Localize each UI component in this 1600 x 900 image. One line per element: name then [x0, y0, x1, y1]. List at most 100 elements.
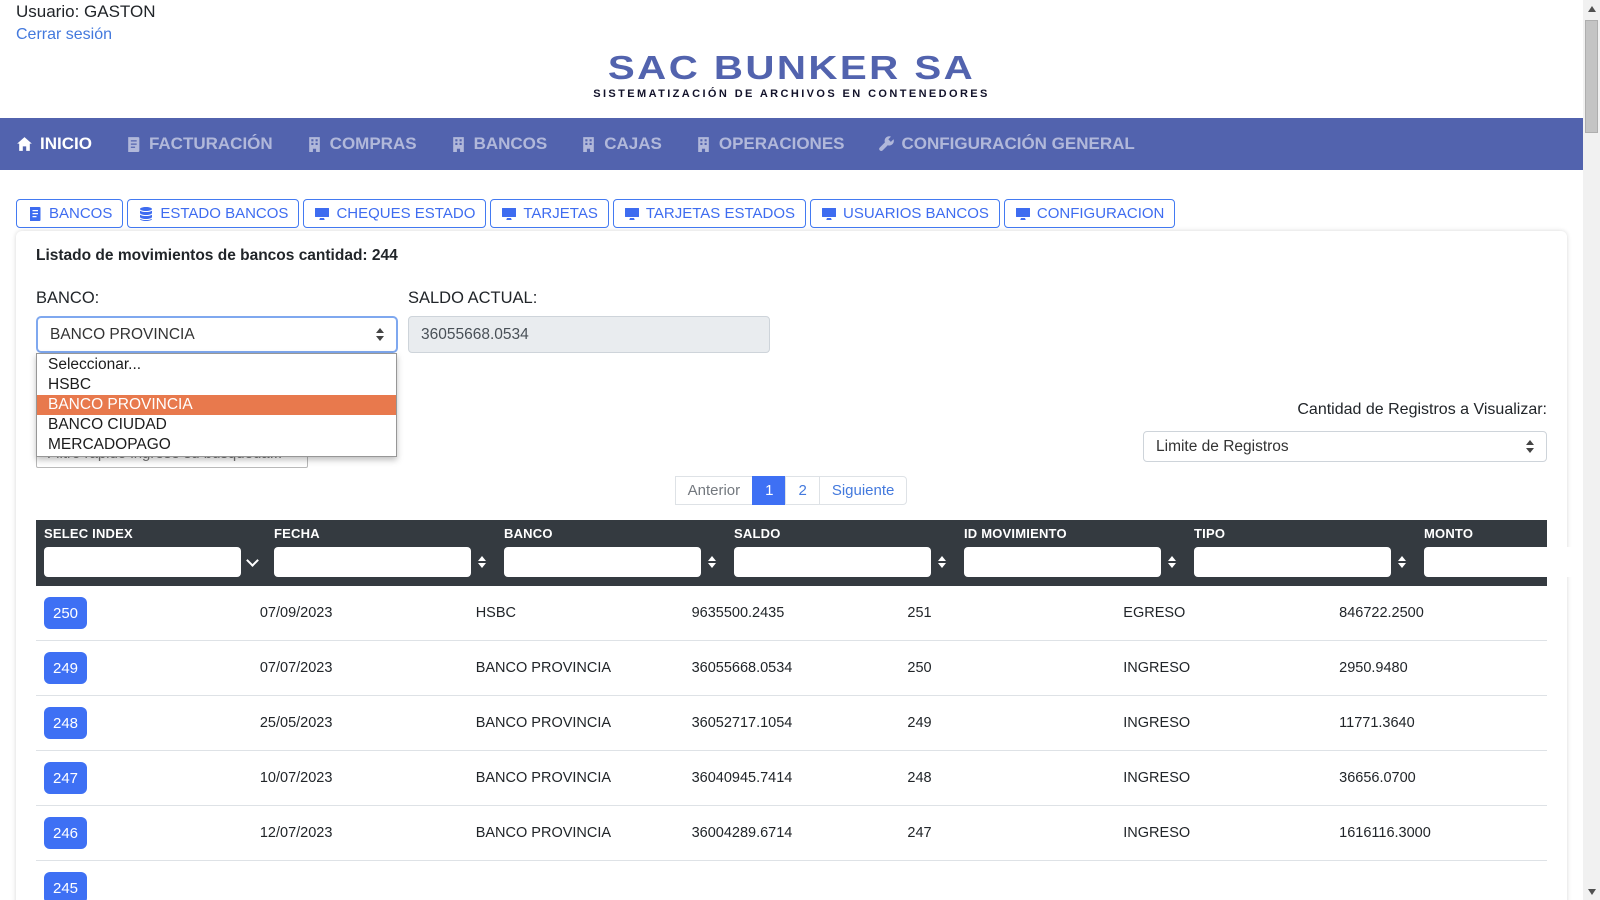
row-index-button[interactable]: 246 [44, 817, 87, 849]
logout-link[interactable]: Cerrar sesión [16, 26, 113, 43]
nav-item-label: CAJAS [604, 134, 662, 153]
home-icon [16, 136, 33, 153]
building-icon [306, 136, 323, 153]
bank-dropdown-option[interactable]: BANCO CIUDAD [48, 416, 167, 433]
bank-dropdown-option[interactable]: MERCADOPAGO [48, 436, 171, 453]
column-filter-wrap [1424, 547, 1600, 577]
row-index-button[interactable]: 249 [44, 652, 87, 684]
desktop-icon [501, 206, 517, 222]
cell-id-movimiento: 251 [907, 605, 932, 621]
pagination-item[interactable]: 1 [752, 476, 787, 505]
sort-caret-icon[interactable] [1396, 556, 1408, 568]
bank-dropdown-option[interactable]: BANCO PROVINCIA [37, 395, 396, 415]
desktop-icon [624, 206, 640, 222]
top-header: Usuario: GASTON Cerrar sesión SAC BUNKER… [0, 0, 1583, 118]
building-icon [450, 136, 467, 153]
balance-field [408, 316, 770, 353]
sort-caret-icon[interactable] [246, 559, 258, 565]
column-filter-input[interactable] [1194, 547, 1391, 577]
scroll-up-icon[interactable] [1583, 0, 1600, 17]
column-label: FECHA [274, 526, 320, 541]
bank-select[interactable]: BANCO PROVINCIA [36, 316, 398, 353]
limit-select-value: Limite de Registros [1156, 437, 1289, 455]
column-filter-input[interactable] [1424, 547, 1600, 577]
subnav-button[interactable]: BANCOS [16, 199, 124, 228]
column-filter-input[interactable] [504, 547, 701, 577]
row-index-button[interactable]: 247 [44, 762, 87, 794]
subnav-button[interactable]: CHEQUES ESTADO [303, 199, 487, 228]
bank-dropdown-option[interactable]: HSBC [48, 376, 92, 393]
column-filter-input[interactable] [274, 547, 471, 577]
nav-item[interactable]: COMPRAS [306, 134, 417, 154]
scroll-down-icon[interactable] [1583, 883, 1600, 900]
nav-item[interactable]: BANCOS [450, 134, 547, 154]
column-filter-input[interactable] [44, 547, 241, 577]
nav-item[interactable]: INICIO [16, 134, 92, 154]
pagination-item[interactable]: 2 [785, 476, 820, 505]
pagination-item[interactable]: Anterior [674, 476, 754, 505]
bank-select-group: BANCO: BANCO PROVINCIA [36, 289, 398, 353]
scrollbar-thumb[interactable] [1585, 20, 1598, 133]
records-to-show-label: Cantidad de Registros a Visualizar: [1297, 401, 1547, 418]
pagination-item[interactable]: Siguiente [818, 476, 908, 505]
nav-item-label: OPERACIONES [718, 134, 845, 153]
select-caret-icon [376, 328, 384, 341]
table-header-cell: SALDO [726, 526, 956, 577]
nav-item-label: FACTURACIÓN [148, 134, 273, 153]
cell-monto: 846722.2500 [1339, 605, 1424, 621]
subnav-button[interactable]: USUARIOS BANCOS [810, 199, 1000, 228]
cell-fecha: 10/07/2023 [259, 770, 333, 786]
cell-tipo: INGRESO [1123, 715, 1191, 731]
subnav-button-label: BANCOS [49, 205, 113, 222]
list-heading: Listado de movimientos de bancos cantida… [36, 247, 398, 264]
table-header-cell: MONTO [1416, 526, 1600, 577]
cell-selec-index: 250 [36, 597, 252, 629]
cell-fecha: 07/07/2023 [259, 660, 333, 676]
subnav-button[interactable]: ESTADO BANCOS [127, 199, 300, 228]
vertical-scrollbar[interactable] [1583, 0, 1600, 900]
subnav-button-label: TARJETAS [523, 205, 598, 222]
row-index-button[interactable]: 245 [44, 872, 87, 900]
row-index-button[interactable]: 248 [44, 707, 87, 739]
bank-label: BANCO: [36, 289, 100, 307]
movements-table: SELEC INDEX FECHA [36, 520, 1600, 900]
movements-panel: Listado de movimientos de bancos cantida… [16, 231, 1600, 900]
column-filter-input[interactable] [734, 547, 931, 577]
nav-item[interactable]: FACTURACIÓN [125, 134, 273, 154]
nav-item-label: INICIO [40, 134, 92, 153]
column-label: SELEC INDEX [44, 526, 133, 541]
subnav-button-label: CHEQUES ESTADO [336, 205, 476, 222]
subnav-toolbar: BANCOS ESTADO BANCOS CHEQUES ESTADO TARJ… [16, 199, 1567, 228]
sort-caret-icon[interactable] [1166, 556, 1178, 568]
subnav-button[interactable]: TARJETAS [490, 199, 609, 228]
desktop-icon [1015, 206, 1031, 222]
wrench-icon [878, 135, 895, 153]
subnav-button[interactable]: CONFIGURACION [1003, 199, 1176, 228]
nav-item[interactable]: OPERACIONES [695, 134, 845, 154]
nav-item[interactable]: CAJAS [580, 134, 662, 154]
brand-logo-title: SAC BUNKER SA [607, 49, 976, 86]
bank-dropdown-option[interactable]: Seleccionar... [48, 356, 142, 373]
bank-dropdown-list: Seleccionar... HSBC BANCO PROVINCIA BANC… [36, 353, 397, 457]
sort-caret-icon[interactable] [476, 556, 488, 568]
column-filter-input[interactable] [964, 547, 1161, 577]
cell-tipo: EGRESO [1123, 605, 1186, 621]
nav-item[interactable]: CONFIGURACIÓN GENERAL [878, 134, 1135, 154]
cell-banco: HSBC [475, 605, 516, 621]
cell-selec-index: 248 [36, 707, 252, 739]
row-index-button[interactable]: 250 [44, 597, 87, 629]
limit-select[interactable]: Limite de Registros [1143, 431, 1547, 462]
subnav-button-label: TARJETAS ESTADOS [645, 205, 796, 222]
cell-monto: 2950.9480 [1339, 660, 1408, 676]
bank-form-row: BANCO: BANCO PROVINCIA SALDO ACTUAL: [36, 289, 1547, 353]
sort-caret-icon[interactable] [706, 556, 718, 568]
select-caret-icon [1526, 440, 1534, 453]
ledger-icon [27, 206, 43, 222]
sort-caret-icon[interactable] [936, 556, 948, 568]
column-filter-wrap [504, 547, 718, 577]
table-row: 250 07/09/2023 HSBC 9635500.2435 251 EGR… [36, 586, 1547, 641]
column-filter-wrap [964, 547, 1178, 577]
subnav-button[interactable]: TARJETAS ESTADOS [612, 199, 807, 228]
cell-fecha: 12/07/2023 [259, 825, 333, 841]
